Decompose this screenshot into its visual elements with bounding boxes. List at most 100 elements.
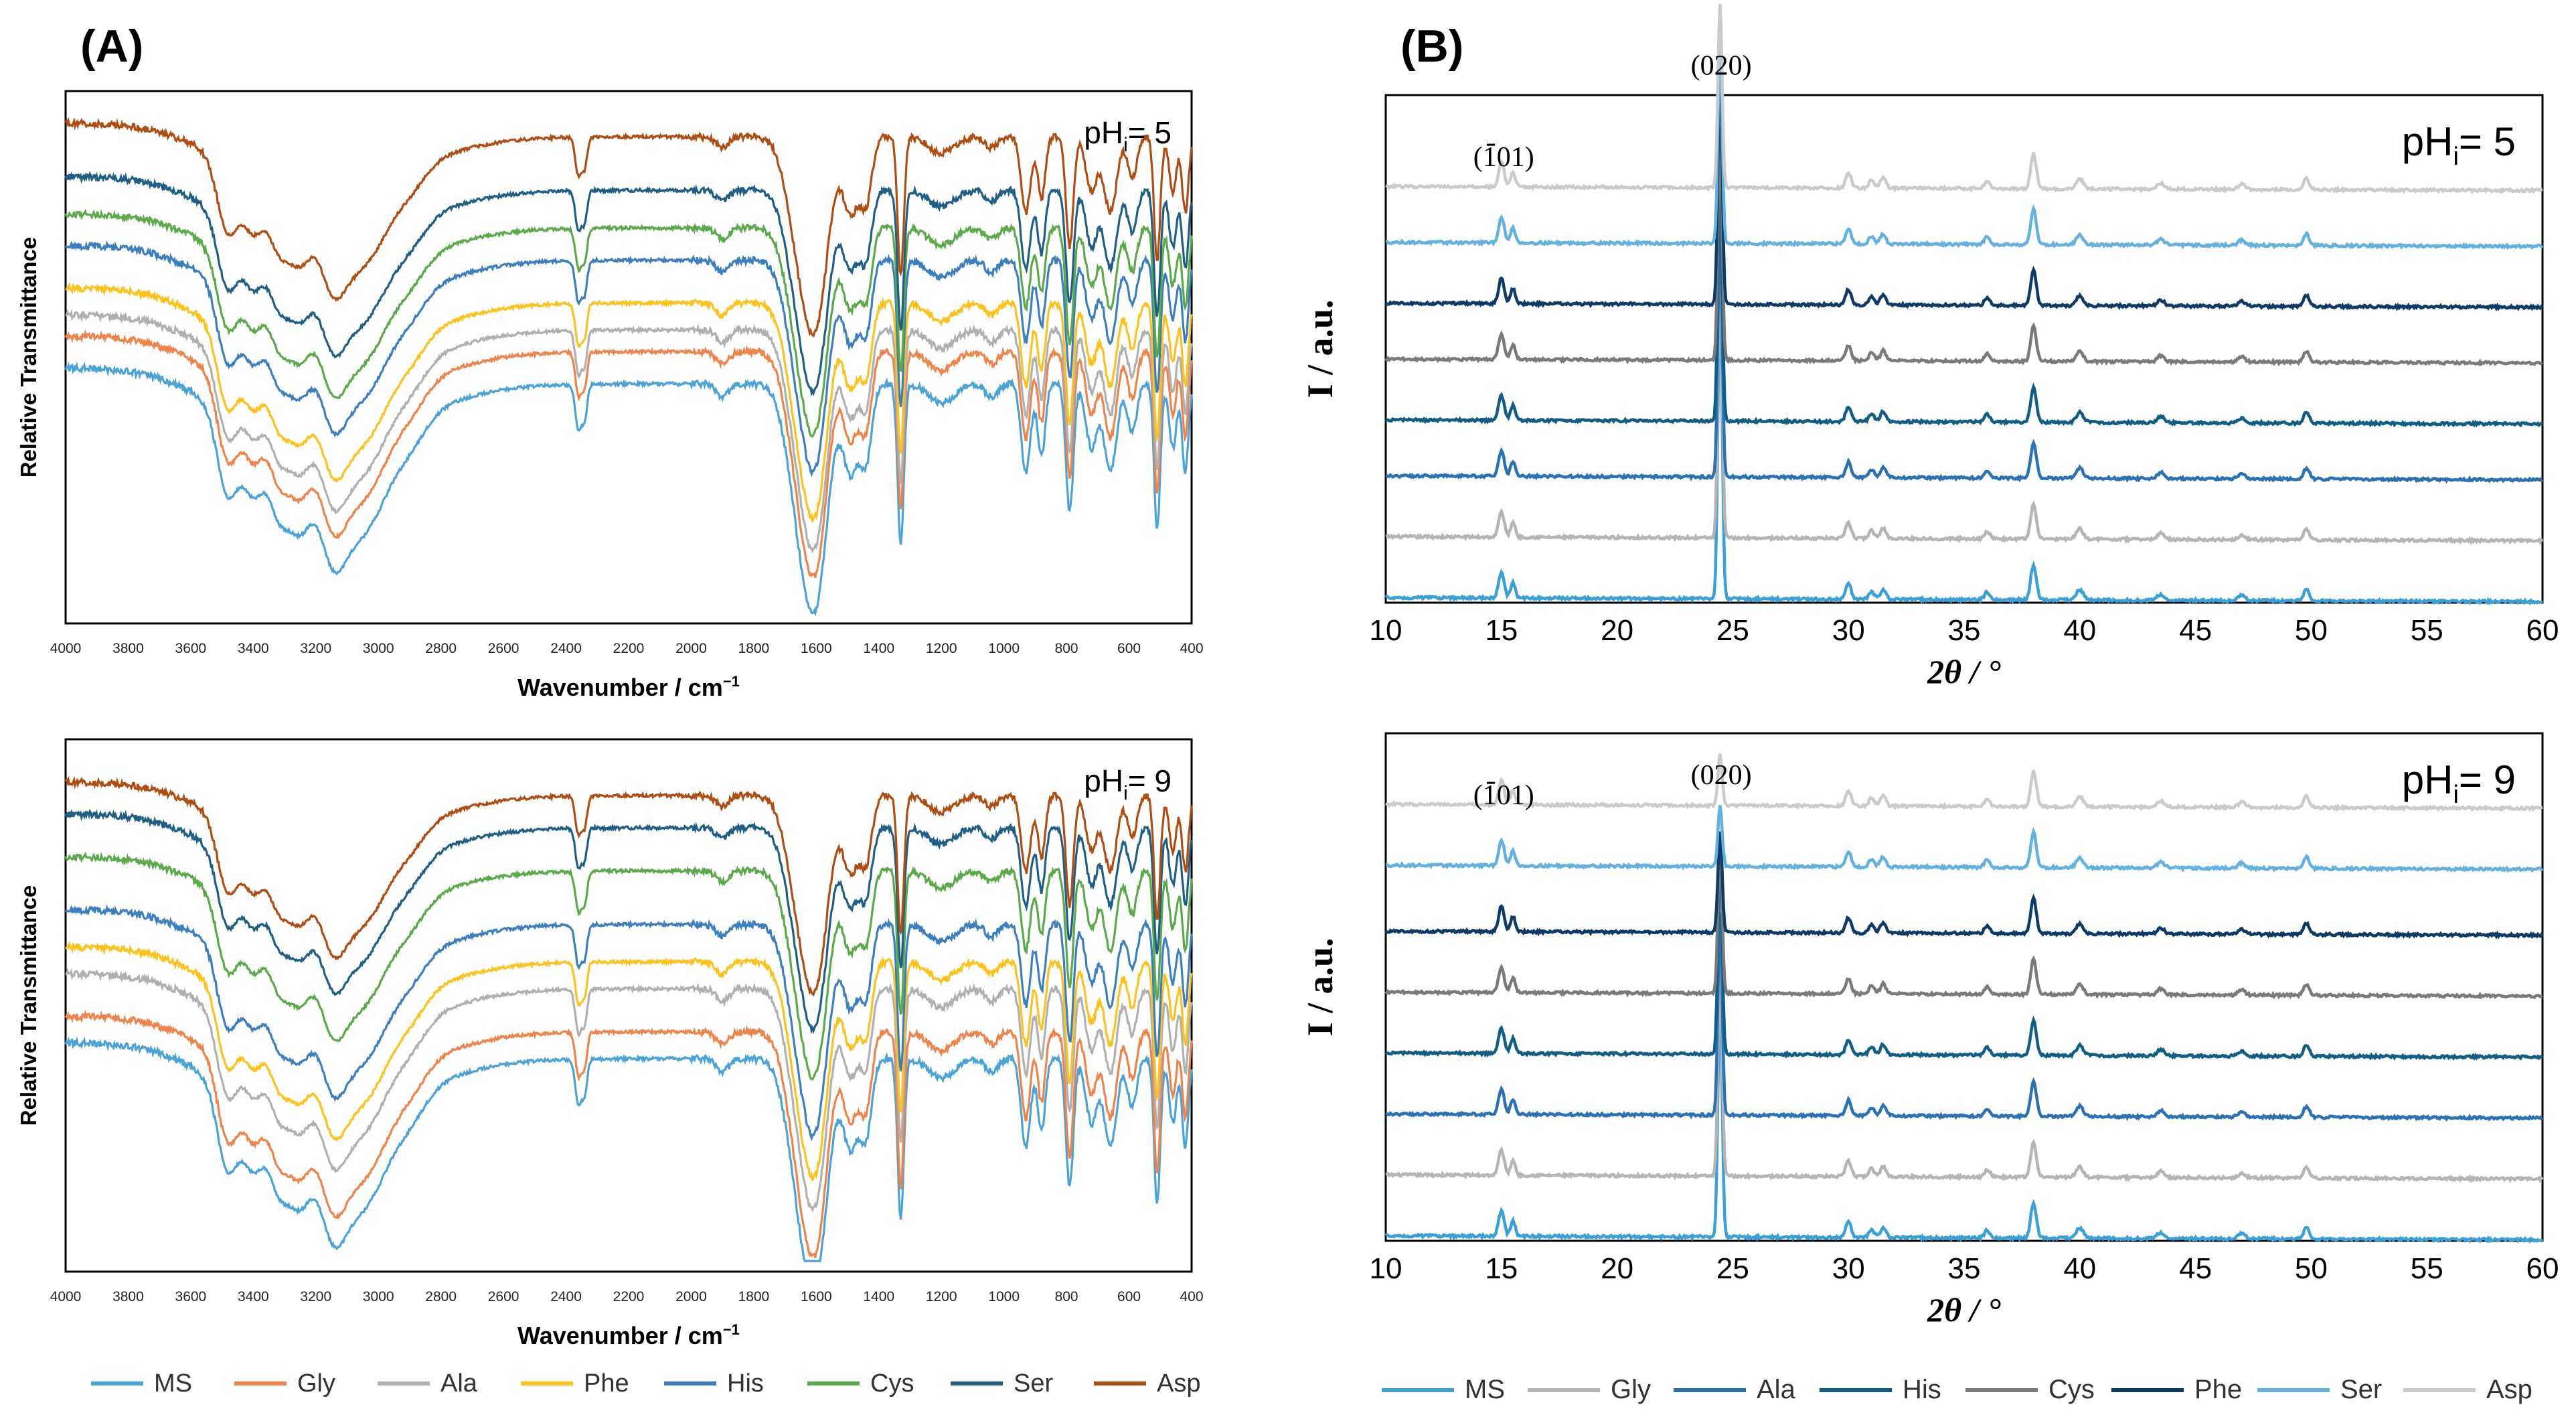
series-line-cys [64, 851, 1193, 1081]
series-line-gly [64, 1009, 1193, 1258]
x-tick-label: 1800 [738, 1289, 770, 1304]
series-line-his [1384, 157, 2543, 428]
panel-label-b: (B) [1400, 21, 1463, 72]
x-tick-label: 1200 [926, 641, 957, 656]
x-tick-label: 2400 [550, 1289, 582, 1304]
ph-annotation: pHi= 5 [2402, 119, 2516, 171]
legend-label-cys: Cys [2048, 1375, 2095, 1404]
x-tick-label: 3200 [300, 1289, 331, 1304]
x-tick-label: 20 [1601, 614, 1633, 647]
x-tick-label: 1000 [988, 1289, 1020, 1304]
x-tick-label: 800 [1055, 1289, 1078, 1304]
series-line-his [64, 904, 1193, 1142]
x-tick-label: 600 [1117, 1289, 1141, 1304]
legend-label-gly: Gly [297, 1369, 335, 1398]
ftir-chart-ph9: 4000 3800 3600 3400 3200 3000 2800 2600 2400 2200… [16, 738, 1204, 1349]
legend-label-his: His [1903, 1375, 1941, 1404]
x-tick-label: 2000 [675, 1289, 707, 1304]
x-tick-label: 35 [1948, 1252, 1981, 1285]
series-line-phe [65, 940, 1193, 1181]
x-tick-label: 50 [2295, 614, 2328, 647]
x-tick-label: 1400 [863, 641, 894, 656]
x-tick-label: 55 [2411, 1252, 2443, 1285]
x-tick-label: 3800 [112, 1289, 144, 1304]
x-tick-label: 1400 [863, 1289, 894, 1304]
ph-annotation: pHi= 9 [2402, 757, 2516, 809]
x-tick-label: 4000 [50, 1289, 82, 1304]
series-line-asp [1385, 3, 2543, 195]
x-tick-label: 20 [1601, 1252, 1633, 1285]
x-tick-label: 2800 [425, 641, 457, 656]
x-tick-label: 50 [2295, 1252, 2328, 1285]
x-tick-label: 400 [1180, 641, 1203, 656]
series-line-cys [1384, 125, 2543, 367]
x-tick-label: 25 [1716, 1252, 1749, 1285]
ftir-chart-ph5: 4000 3800 3600 3400 3200 3000 2800 2600 2400 2200… [16, 90, 1204, 701]
x-tick-label: 400 [1180, 1289, 1203, 1304]
x-tick-label: 2600 [488, 1289, 519, 1304]
y-axis-label: Relative Transmittance [16, 237, 41, 478]
x-tick-label: 60 [2526, 1252, 2559, 1285]
x-tick-label: 15 [1485, 614, 1518, 647]
x-tick-label: 30 [1832, 1252, 1865, 1285]
x-tick-label: 800 [1055, 641, 1078, 656]
panel-label-a: (A) [80, 21, 143, 72]
x-tick-label: 1000 [988, 641, 1020, 656]
x-tick-label: 45 [2179, 614, 2212, 647]
series-line-gly [1385, 257, 2544, 546]
y-axis-label: I / a.u. [1300, 937, 1340, 1036]
x-tick-label: 25 [1716, 614, 1749, 647]
x-tick-label: 10 [1370, 614, 1402, 647]
x-tick-label: 3400 [238, 1289, 269, 1304]
x-tick-label: 45 [2179, 1252, 2212, 1285]
series-line-ms [64, 361, 1193, 617]
x-tick-label: 1800 [738, 641, 770, 656]
series-line-asp [64, 775, 1193, 997]
x-tick-label: 40 [2063, 1252, 2096, 1285]
legend-label-ala: Ala [440, 1369, 478, 1398]
series-line-ala [65, 968, 1193, 1213]
plot-frame [1384, 732, 2544, 1242]
series-line-gly [1385, 962, 2544, 1184]
x-tick-label: 600 [1117, 641, 1141, 656]
series-line-ser [1385, 805, 2544, 873]
legend-label-phe: Phe [2194, 1375, 2242, 1404]
series-line-ala [1385, 224, 2544, 484]
legend-ftir: MS Gly Ala Phe His Cys Ser Asp [91, 1369, 1200, 1398]
series-line-his [1384, 850, 2543, 1061]
x-tick-label: 30 [1832, 614, 1865, 647]
series-line-ms [64, 1036, 1193, 1262]
xrd-chart-ph5: 10 15 20 25 30 35 40 45 50 55 60 2θ / ° I / a.u. (101… [1300, 3, 2559, 690]
series-line-ms [1384, 992, 2544, 1244]
legend-label-ala: Ala [1757, 1375, 1796, 1404]
x-tick-label: 60 [2526, 614, 2559, 647]
x-axis-label: 2θ / ° [1927, 1291, 2001, 1329]
series-line-ala [65, 309, 1193, 554]
series-line-ms [1384, 283, 2544, 606]
x-axis-label: 2θ / ° [1927, 653, 2001, 690]
series-line-phe [1384, 831, 2544, 940]
series-line-ser [1385, 40, 2544, 250]
legend-xrd: MS Gly Ala His Cys Phe Ser Asp [1382, 1375, 2532, 1404]
y-axis-label: I / a.u. [1300, 299, 1340, 398]
x-tick-label: 1200 [926, 1289, 957, 1304]
legend-label-ser: Ser [1014, 1369, 1053, 1398]
x-tick-label: 1600 [801, 1289, 832, 1304]
x-tick-label: 2400 [550, 641, 582, 656]
series-line-phe [65, 281, 1193, 522]
legend-label-ms: MS [154, 1369, 192, 1398]
x-tick-label: 3600 [175, 1289, 207, 1304]
x-tick-label: 3000 [363, 641, 394, 656]
series-line-ser [64, 171, 1193, 397]
peak-label: (020) [1691, 760, 1752, 791]
x-tick-label: 3000 [363, 1289, 394, 1304]
x-tick-label: 2600 [488, 641, 519, 656]
x-tick-label: 3600 [175, 641, 207, 656]
x-tick-label: 2000 [675, 641, 707, 656]
peak-label: (101) [1473, 780, 1534, 811]
x-axis-label: Wavenumber / cm−1 [517, 1321, 740, 1349]
series-line-cys [1384, 840, 2543, 1000]
x-tick-label: 2200 [613, 641, 645, 656]
x-tick-label: 4000 [50, 641, 82, 656]
x-tick-label: 2800 [425, 1289, 457, 1304]
